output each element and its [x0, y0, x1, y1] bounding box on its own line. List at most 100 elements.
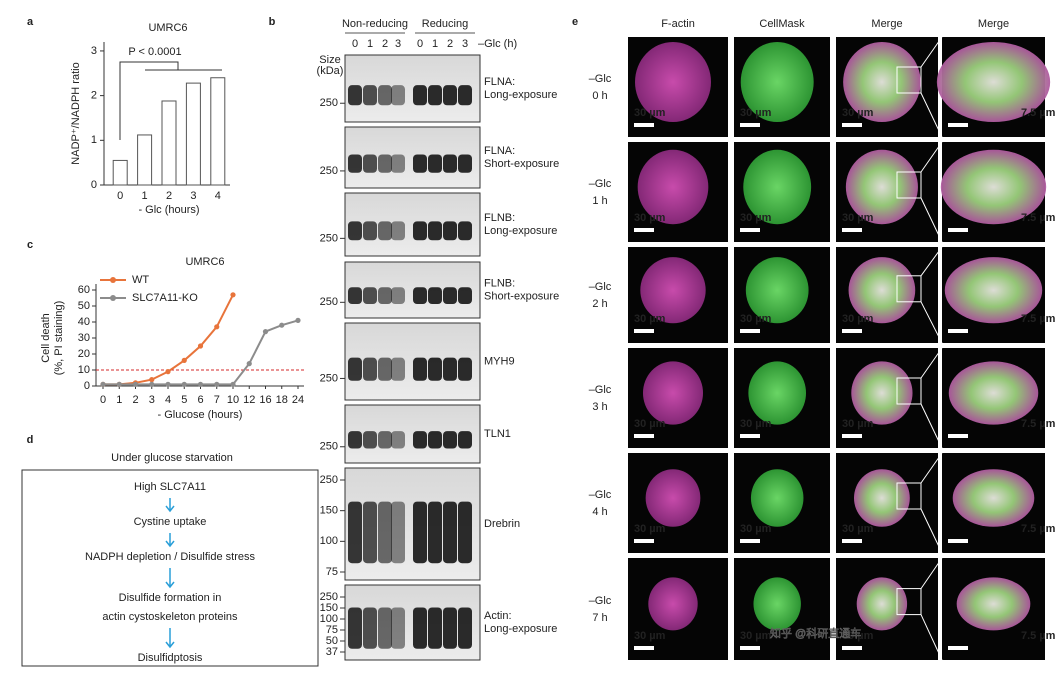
blot-band: [378, 287, 392, 304]
blot-band: [458, 431, 472, 449]
blot-band: [443, 607, 457, 649]
blot-band: [391, 221, 405, 241]
point: [246, 361, 252, 367]
blot-label: Short-exposure: [484, 290, 559, 302]
cell: [642, 361, 704, 425]
point: [132, 381, 139, 387]
scale-bar: [740, 434, 760, 438]
diagram-step: NADPH depletion / Disulfide stress: [85, 551, 255, 563]
blot-band: [363, 501, 377, 564]
row-label: –Glc: [589, 384, 612, 396]
x-tick-label: 18: [276, 394, 288, 406]
x-tick-label: 10: [227, 394, 239, 406]
annotation: P < 0.0001: [128, 46, 181, 58]
scale-bar: [634, 123, 654, 127]
scale-bar: [948, 434, 968, 438]
blot-band: [443, 154, 457, 173]
blot-band: [413, 154, 427, 173]
scale-bar-label: 7.5 µm: [1021, 523, 1056, 535]
cell: [635, 42, 711, 122]
blot-label: TLN1: [484, 428, 511, 440]
y-tick-label: 3: [91, 45, 97, 57]
point: [181, 381, 187, 387]
blot-band: [413, 431, 427, 449]
scale-bar: [842, 123, 862, 127]
diagram-step: actin cystoskeleton proteins: [102, 611, 238, 623]
scale-bar-label: 30 µm: [740, 523, 772, 535]
cell: [750, 469, 804, 527]
size-marker: 50: [326, 635, 338, 647]
blot-band: [378, 357, 392, 381]
cell: [648, 577, 698, 631]
blot-band: [413, 357, 427, 381]
size-marker: 250: [320, 296, 338, 308]
lane-axis: –Glc (h): [478, 38, 517, 50]
y-tick-label: 0: [84, 380, 90, 392]
cell: [936, 42, 1051, 122]
cell: [748, 361, 807, 425]
group-label: Non-reducing: [342, 18, 408, 30]
cell: [645, 469, 701, 527]
cell: [956, 577, 1031, 631]
chart-title: UMRC6: [185, 256, 224, 268]
blot-label: FLNB:: [484, 212, 515, 224]
y-axis-label: (%, PI staining): [53, 301, 65, 376]
y-tick-label: 2: [91, 90, 97, 102]
x-tick-label: 5: [181, 394, 187, 406]
blot-label: Long-exposure: [484, 89, 557, 101]
y-axis-label: NADP⁺/NADPH ratio: [70, 62, 82, 164]
cell: [753, 577, 801, 631]
blot-band: [348, 501, 362, 564]
scale-bar-label: 30 µm: [740, 630, 772, 642]
blot-band: [348, 431, 362, 449]
scale-bar-label: 30 µm: [740, 418, 772, 430]
scale-bar: [740, 123, 760, 127]
blot-label: FLNA:: [484, 145, 515, 157]
panel-letter: c: [27, 239, 33, 251]
point: [214, 381, 220, 387]
cell: [637, 149, 709, 225]
point: [165, 381, 171, 387]
y-axis-label: Cell death: [40, 313, 52, 363]
y-tick-label: 50: [78, 300, 90, 312]
cell: [853, 469, 910, 527]
size-marker: 250: [320, 372, 338, 384]
scale-bar: [948, 123, 968, 127]
blot-band: [428, 85, 442, 106]
blot-band: [378, 607, 392, 649]
zoom-box: [896, 171, 922, 199]
scale-bar: [842, 228, 862, 232]
cell: [952, 469, 1035, 527]
bar: [161, 100, 177, 186]
size-label: (kDa): [317, 65, 344, 77]
scale-bar-label: 7.5 µm: [1021, 107, 1056, 119]
blot-label: Actin:: [484, 610, 512, 622]
size-marker: 75: [326, 566, 338, 578]
zoom-box: [896, 275, 922, 303]
blot-band: [363, 287, 377, 304]
scale-bar-label: 30 µm: [634, 418, 666, 430]
scale-bar-label: 7.5 µm: [1021, 212, 1056, 224]
scale-bar: [842, 329, 862, 333]
cell: [640, 257, 706, 324]
blot-band: [348, 607, 362, 649]
x-tick-label: 2: [132, 394, 138, 406]
row-label: –Glc: [589, 489, 612, 501]
cell: [948, 361, 1039, 425]
blot-band: [391, 287, 405, 304]
scale-bar: [634, 434, 654, 438]
point: [262, 329, 269, 335]
y-tick-label: 0: [91, 179, 97, 191]
point: [295, 317, 301, 323]
blot-label: Long-exposure: [484, 623, 557, 635]
scale-bar: [948, 539, 968, 543]
blot-band: [363, 85, 377, 106]
cell: [856, 577, 908, 631]
column-header: CellMask: [759, 18, 805, 30]
blot-band: [391, 357, 405, 381]
blot-label: FLNA:: [484, 76, 515, 88]
x-tick-label: 6: [197, 394, 203, 406]
cell: [843, 42, 921, 122]
blot-band: [348, 85, 362, 106]
size-marker: 250: [320, 441, 338, 453]
